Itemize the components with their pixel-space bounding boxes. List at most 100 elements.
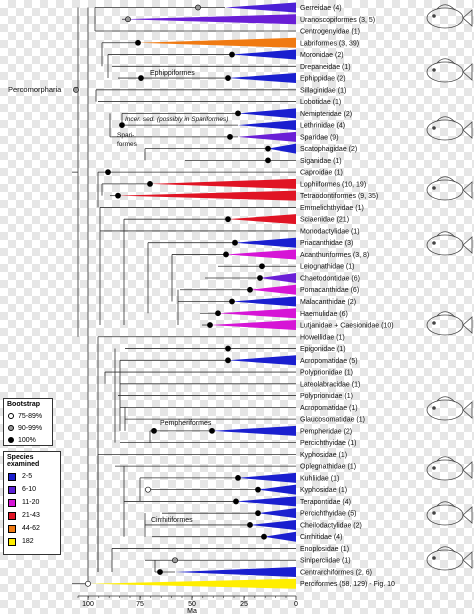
species-legend-label: 6-10 <box>22 486 37 493</box>
taxon-label: Perciformes (58, 129) - Fig. 10 <box>300 581 395 588</box>
bootstrap-node-icon <box>255 486 261 493</box>
bootstrap-node-icon <box>157 569 163 575</box>
taxon-label: Polyprionidae (1) <box>300 370 353 377</box>
fish-drawing-icon <box>426 311 473 336</box>
bootstrap-node-icon <box>227 133 233 140</box>
clade-wedge <box>225 2 296 13</box>
taxon-label: Emmelichthyidae (1) <box>300 205 364 212</box>
taxon-label: Oplegnathidae (1) <box>300 464 356 471</box>
taxon-label: Epigonidae (1) <box>300 346 346 353</box>
bootstrap-node-icon <box>135 39 141 46</box>
bootstrap-legend-title: Bootstrap <box>7 401 41 408</box>
taxon-label: Kuhliidae (1) <box>300 475 339 482</box>
clade-wedge <box>258 508 296 519</box>
fish-drawing-icon <box>426 176 473 201</box>
taxon-label: Ephippidae (2) <box>300 76 346 83</box>
bootstrap-node-icon <box>232 239 238 246</box>
clade-wedges <box>90 2 296 589</box>
bootstrap-node-icon <box>195 4 201 11</box>
clade-wedge <box>238 131 296 142</box>
clade-wedge <box>212 425 296 436</box>
bootstrap-node-icon <box>145 486 151 493</box>
axis-tick-25: 25 <box>240 601 248 608</box>
bootstrap-node-icon <box>235 110 241 117</box>
bootstrap-node-icon <box>147 180 153 187</box>
bootstrap-node-icon <box>125 16 131 23</box>
taxon-label: Lethrinidae (4) <box>300 123 345 130</box>
species-legend-label: 182 <box>22 538 34 545</box>
gray-dot-icon <box>8 425 14 431</box>
taxon-label: Pomacanthidae (6) <box>300 287 359 294</box>
taxon-label: Lateolabracidae (1) <box>300 381 360 388</box>
taxon-label: Chaetodontidae (6) <box>300 275 360 282</box>
taxon-label: Siganidae (1) <box>300 158 342 165</box>
fish-drawing-icon <box>426 396 473 421</box>
species-legend-row: 182 <box>8 535 60 548</box>
bootstrap-node-icon <box>259 263 265 270</box>
taxon-label: Howellidae (1) <box>300 334 345 341</box>
bootstrap-node-icon <box>207 322 213 328</box>
bootstrap-legend-row: 90-99% <box>8 422 52 434</box>
bootstrap-node-icon <box>215 310 221 317</box>
bootstrap-node-icon <box>119 122 125 128</box>
bootstrap-node-icon <box>265 157 271 164</box>
taxon-label: Sciaenidae (21) <box>300 217 349 224</box>
clade-wedge <box>122 14 296 25</box>
taxon-label: Glaucosomatidae (1) <box>300 417 365 424</box>
bootstrap-legend-row: 75-89% <box>8 410 52 422</box>
taxon-label: Tetraodontiformes (9, 35) <box>300 193 378 200</box>
bootstrap-node-icon <box>73 86 79 93</box>
species-legend-label: 11-20 <box>22 499 40 506</box>
color-swatch-icon <box>8 472 16 481</box>
clade-wedge <box>236 496 296 507</box>
clade-wedge <box>175 566 296 577</box>
bootstrap-node-icon <box>229 51 235 58</box>
taxon-labels: Gerreidae (4) Uranoscopiformes (3, 5) Cent… <box>300 5 395 588</box>
color-swatch-icon <box>8 537 16 546</box>
clade-wedge <box>264 531 296 542</box>
fish-drawing-icon <box>426 116 473 141</box>
bootstrap-node-icon <box>229 298 235 305</box>
white-dot-icon <box>8 413 14 419</box>
clade-wedge <box>260 272 296 283</box>
taxon-label: Cheilodactylidae (2) <box>300 522 362 529</box>
species-legend-label: 2-5 <box>22 473 33 480</box>
clade-wedge <box>232 49 296 60</box>
bootstrap-node-icon <box>115 192 121 199</box>
taxon-label: Caproidae (1) <box>300 170 343 177</box>
taxon-label: Terapontidae (4) <box>300 499 351 506</box>
clade-wedge <box>218 308 296 319</box>
bootstrap-nodes <box>73 4 271 587</box>
taxon-label: Cirrhitidae (4) <box>300 534 342 541</box>
taxon-label: Acropomatidae (5) <box>300 358 358 365</box>
taxon-label: Labriformes (3, 39) <box>300 40 359 47</box>
species-legend-row: 21-43 <box>8 509 60 522</box>
clade-wedge <box>268 143 296 154</box>
taxon-label: Pempheridae (2) <box>300 428 352 435</box>
taxon-label: Leiognathidae (1) <box>300 264 355 271</box>
bootstrap-node-icon <box>85 580 91 587</box>
bootstrap-node-icon <box>151 427 157 434</box>
bootstrap-label: 100% <box>18 436 36 444</box>
clade-wedge <box>228 355 296 366</box>
taxon-label: Sparidae (9) <box>300 134 339 141</box>
taxon-label: Lutjanidae + Caesionidae (10) <box>300 323 394 330</box>
taxon-label: Malacanthidae (2) <box>300 299 356 306</box>
species-legend-label: 44-62 <box>22 525 40 532</box>
bootstrap-label: 90-99% <box>18 424 43 432</box>
fish-drawing-icon <box>426 501 473 526</box>
taxon-label: Lophiiformes (10, 19) <box>300 181 366 188</box>
color-swatch-icon <box>8 485 16 494</box>
taxon-label: Acanthuriformes (3, 8) <box>300 252 369 259</box>
fish-drawing-icon <box>426 231 473 256</box>
clade-label-cirrhitiformes: Cirrhitiformes <box>151 517 193 524</box>
clade-wedge <box>238 108 296 119</box>
axis-label: Ma <box>187 608 197 614</box>
bootstrap-node-icon <box>223 251 229 258</box>
taxon-label: Enoplosidae (1) <box>300 546 349 553</box>
clade-label-pempheriformes: Pempheriformes <box>160 420 212 427</box>
color-swatch-icon <box>8 498 16 507</box>
clade-wedge <box>232 296 296 307</box>
clade-wedge <box>228 214 296 225</box>
